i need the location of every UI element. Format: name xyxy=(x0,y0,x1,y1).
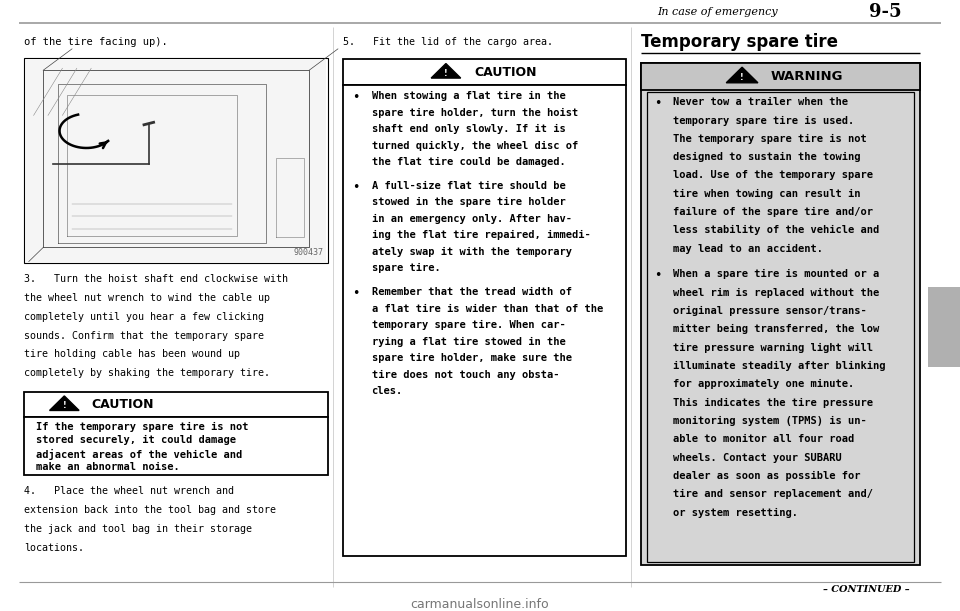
Text: load. Use of the temporary spare: load. Use of the temporary spare xyxy=(673,170,873,180)
Text: If the temporary spare tire is not: If the temporary spare tire is not xyxy=(36,422,248,431)
Text: locations.: locations. xyxy=(24,543,84,552)
Text: wheels. Contact your SUBARU: wheels. Contact your SUBARU xyxy=(673,453,842,463)
Text: This indicates the tire pressure: This indicates the tire pressure xyxy=(673,398,873,408)
Text: When stowing a flat tire in the: When stowing a flat tire in the xyxy=(372,91,565,101)
Text: ately swap it with the temporary: ately swap it with the temporary xyxy=(372,247,571,257)
Text: !: ! xyxy=(444,69,447,78)
Text: tire does not touch any obsta-: tire does not touch any obsta- xyxy=(372,370,559,379)
Polygon shape xyxy=(431,64,461,78)
Text: tire and sensor replacement and/: tire and sensor replacement and/ xyxy=(673,489,873,499)
FancyBboxPatch shape xyxy=(647,92,914,562)
Text: able to monitor all four road: able to monitor all four road xyxy=(673,434,854,444)
Text: less stability of the vehicle and: less stability of the vehicle and xyxy=(673,225,879,235)
Text: tire pressure warning light will: tire pressure warning light will xyxy=(673,343,873,353)
FancyBboxPatch shape xyxy=(928,287,960,367)
Text: WARNING: WARNING xyxy=(771,70,844,83)
Text: CAUTION: CAUTION xyxy=(91,398,154,411)
Text: •: • xyxy=(352,181,360,194)
Text: sounds. Confirm that the temporary spare: sounds. Confirm that the temporary spare xyxy=(24,331,264,340)
Text: a flat tire is wider than that of the: a flat tire is wider than that of the xyxy=(372,304,603,313)
Text: spare tire holder, make sure the: spare tire holder, make sure the xyxy=(372,353,571,363)
Text: spare tire.: spare tire. xyxy=(372,263,441,273)
Text: Never tow a trailer when the: Never tow a trailer when the xyxy=(673,97,848,107)
Text: turned quickly, the wheel disc of: turned quickly, the wheel disc of xyxy=(372,141,578,150)
Text: 3.   Turn the hoist shaft end clockwise with: 3. Turn the hoist shaft end clockwise wi… xyxy=(24,274,288,284)
FancyBboxPatch shape xyxy=(641,63,920,90)
Polygon shape xyxy=(50,396,79,411)
Text: carmanualsonline.info: carmanualsonline.info xyxy=(411,598,549,610)
Text: stored securely, it could damage: stored securely, it could damage xyxy=(36,435,235,445)
Text: adjacent areas of the vehicle and: adjacent areas of the vehicle and xyxy=(36,448,242,459)
Text: failure of the spare tire and/or: failure of the spare tire and/or xyxy=(673,207,873,217)
FancyBboxPatch shape xyxy=(24,392,328,417)
FancyBboxPatch shape xyxy=(343,59,626,85)
Text: mitter being transferred, the low: mitter being transferred, the low xyxy=(673,324,879,334)
Text: !: ! xyxy=(740,73,744,82)
Text: cles.: cles. xyxy=(372,386,403,396)
Text: may lead to an accident.: may lead to an accident. xyxy=(673,244,823,254)
Text: 4.   Place the wheel nut wrench and: 4. Place the wheel nut wrench and xyxy=(24,486,234,496)
Text: CAUTION: CAUTION xyxy=(474,65,538,79)
Text: spare tire holder, turn the hoist: spare tire holder, turn the hoist xyxy=(372,108,578,117)
Text: Temporary spare tire: Temporary spare tire xyxy=(641,33,838,51)
Text: dealer as soon as possible for: dealer as soon as possible for xyxy=(673,471,860,481)
FancyBboxPatch shape xyxy=(24,417,328,475)
Text: wheel rim is replaced without the: wheel rim is replaced without the xyxy=(673,288,879,298)
Polygon shape xyxy=(726,67,757,82)
FancyBboxPatch shape xyxy=(641,63,920,565)
Text: monitoring system (TPMS) is un-: monitoring system (TPMS) is un- xyxy=(673,416,867,426)
Text: the flat tire could be damaged.: the flat tire could be damaged. xyxy=(372,157,565,167)
Text: tire when towing can result in: tire when towing can result in xyxy=(673,189,860,199)
Text: for approximately one minute.: for approximately one minute. xyxy=(673,379,854,389)
Text: of the tire facing up).: of the tire facing up). xyxy=(24,37,168,46)
Text: In case of emergency: In case of emergency xyxy=(658,7,779,17)
Text: temporary spare tire. When car-: temporary spare tire. When car- xyxy=(372,320,565,330)
Text: extension back into the tool bag and store: extension back into the tool bag and sto… xyxy=(24,505,276,514)
Text: 9-5: 9-5 xyxy=(869,3,901,21)
Text: 5.   Fit the lid of the cargo area.: 5. Fit the lid of the cargo area. xyxy=(343,37,553,46)
FancyBboxPatch shape xyxy=(24,58,328,263)
Text: completely until you hear a few clicking: completely until you hear a few clicking xyxy=(24,312,264,321)
Text: or system resetting.: or system resetting. xyxy=(673,508,798,518)
Text: completely by shaking the temporary tire.: completely by shaking the temporary tire… xyxy=(24,368,270,378)
FancyBboxPatch shape xyxy=(343,85,626,556)
Text: make an abnormal noise.: make an abnormal noise. xyxy=(36,462,180,472)
Text: original pressure sensor/trans-: original pressure sensor/trans- xyxy=(673,306,867,316)
Text: the jack and tool bag in their storage: the jack and tool bag in their storage xyxy=(24,524,252,533)
Text: stowed in the spare tire holder: stowed in the spare tire holder xyxy=(372,197,565,207)
Text: •: • xyxy=(352,287,360,300)
Text: – CONTINUED –: – CONTINUED – xyxy=(824,585,910,595)
Text: A full-size flat tire should be: A full-size flat tire should be xyxy=(372,181,565,191)
Text: !: ! xyxy=(62,401,66,410)
Text: ing the flat tire repaired, immedi-: ing the flat tire repaired, immedi- xyxy=(372,230,590,240)
Text: temporary spare tire is used.: temporary spare tire is used. xyxy=(673,115,854,125)
Text: in an emergency only. After hav-: in an emergency only. After hav- xyxy=(372,214,571,224)
Text: When a spare tire is mounted or a: When a spare tire is mounted or a xyxy=(673,269,879,279)
Text: the wheel nut wrench to wind the cable up: the wheel nut wrench to wind the cable u… xyxy=(24,293,270,302)
FancyBboxPatch shape xyxy=(26,59,326,262)
Text: •: • xyxy=(654,269,661,282)
Text: •: • xyxy=(654,97,661,110)
Text: The temporary spare tire is not: The temporary spare tire is not xyxy=(673,134,867,144)
Text: illuminate steadily after blinking: illuminate steadily after blinking xyxy=(673,361,885,371)
Text: Remember that the tread width of: Remember that the tread width of xyxy=(372,287,571,297)
Text: tire holding cable has been wound up: tire holding cable has been wound up xyxy=(24,349,240,359)
Text: designed to sustain the towing: designed to sustain the towing xyxy=(673,152,860,162)
Text: rying a flat tire stowed in the: rying a flat tire stowed in the xyxy=(372,337,565,346)
Text: •: • xyxy=(352,91,360,104)
Text: 900437: 900437 xyxy=(294,247,324,257)
Text: shaft end only slowly. If it is: shaft end only slowly. If it is xyxy=(372,124,565,134)
